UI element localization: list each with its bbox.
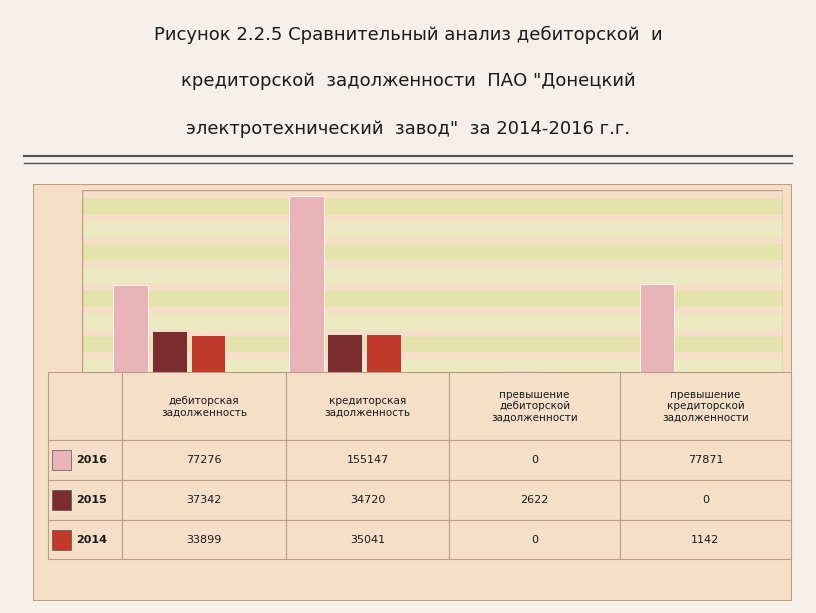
Bar: [82, 199, 783, 213]
Bar: [286, 440, 450, 480]
Bar: [450, 480, 620, 520]
Bar: [48, 520, 122, 560]
Bar: [152, 331, 187, 374]
Bar: [286, 480, 450, 520]
Bar: [52, 490, 70, 510]
Bar: [289, 196, 323, 374]
Text: 2014: 2014: [76, 535, 107, 544]
Text: 34720: 34720: [350, 495, 385, 505]
Bar: [82, 337, 783, 351]
Bar: [48, 480, 122, 520]
Text: 33899: 33899: [187, 535, 222, 544]
Text: Рисунок 2.2.5 Сравнительный анализ дебиторской  и: Рисунок 2.2.5 Сравнительный анализ дебит…: [153, 26, 663, 44]
Bar: [450, 440, 620, 480]
Text: 2016: 2016: [76, 455, 107, 465]
Bar: [113, 285, 148, 374]
Text: превышение
кредиторской
задолженности: превышение кредиторской задолженности: [662, 390, 749, 423]
Text: 77871: 77871: [688, 455, 723, 465]
Bar: [286, 520, 450, 560]
Bar: [82, 314, 783, 328]
Bar: [82, 268, 783, 282]
Text: 1142: 1142: [691, 535, 720, 544]
Text: 155147: 155147: [347, 455, 388, 465]
Bar: [82, 222, 783, 236]
Bar: [52, 530, 70, 549]
Text: превышение
дебиторской
задолженности: превышение дебиторской задолженности: [491, 390, 578, 423]
Text: дебиторская
задолженность: дебиторская задолженность: [161, 395, 247, 417]
Bar: [620, 372, 791, 440]
Bar: [122, 372, 286, 440]
Text: 2622: 2622: [521, 495, 549, 505]
Bar: [620, 440, 791, 480]
Text: электротехнический  завод"  за 2014-2016 г.г.: электротехнический завод" за 2014-2016 г…: [186, 120, 630, 138]
Bar: [122, 480, 286, 520]
Bar: [191, 335, 225, 374]
Bar: [450, 372, 620, 440]
Bar: [82, 360, 783, 374]
Bar: [82, 190, 783, 374]
Text: кредиторской  задолженности  ПАО "Донецкий: кредиторской задолженности ПАО "Донецкий: [180, 72, 636, 90]
Bar: [122, 440, 286, 480]
Bar: [620, 480, 791, 520]
Bar: [366, 333, 401, 374]
Bar: [48, 372, 122, 440]
Bar: [450, 520, 620, 560]
Bar: [327, 334, 362, 374]
Bar: [640, 284, 674, 374]
Text: 2015: 2015: [76, 495, 106, 505]
Bar: [620, 520, 791, 560]
Text: 35041: 35041: [350, 535, 385, 544]
Text: 0: 0: [531, 455, 538, 465]
Text: 77276: 77276: [186, 455, 222, 465]
Text: 37342: 37342: [187, 495, 222, 505]
Text: кредиторская
задолженность: кредиторская задолженность: [325, 395, 410, 417]
Bar: [503, 371, 538, 374]
Bar: [52, 451, 70, 470]
Bar: [122, 520, 286, 560]
Text: 0: 0: [702, 495, 709, 505]
Bar: [82, 245, 783, 259]
Bar: [286, 372, 450, 440]
Bar: [717, 373, 752, 374]
Bar: [48, 440, 122, 480]
Bar: [82, 291, 783, 305]
Text: 0: 0: [531, 535, 538, 544]
